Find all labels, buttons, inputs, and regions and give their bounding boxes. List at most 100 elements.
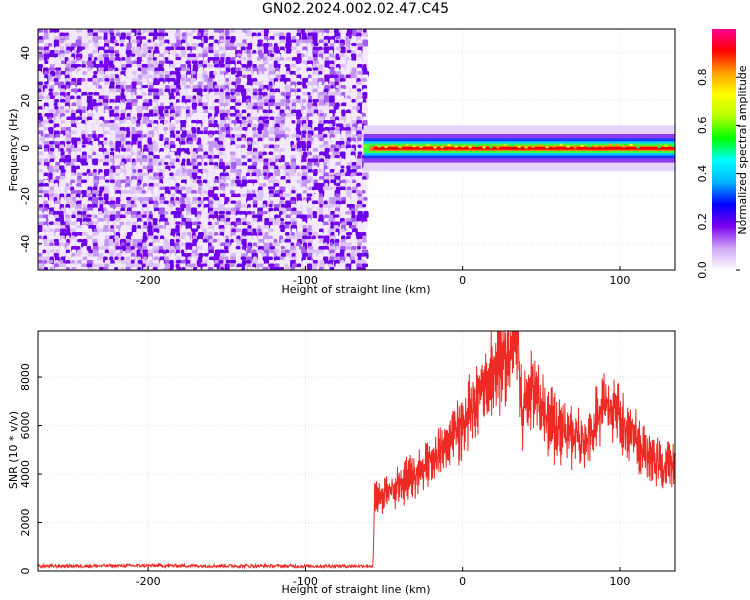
noise-cell: [165, 197, 171, 201]
noise-cell: [93, 95, 100, 100]
noise-cell: [328, 113, 333, 117]
noise-cell: [125, 50, 133, 55]
noise-cell: [159, 197, 166, 201]
noise-cell: [274, 144, 280, 148]
noise-cell: [247, 158, 252, 163]
noise-cell: [147, 232, 154, 237]
noise-cell: [191, 57, 198, 61]
noise-cell: [120, 165, 125, 169]
noise-cell: [87, 137, 92, 142]
noise-cell: [109, 218, 115, 222]
noise-cell: [38, 127, 44, 131]
noise-cell: [110, 263, 116, 268]
noise-cell: [76, 123, 81, 127]
noise-cell: [297, 200, 303, 205]
noise-cell: [153, 235, 159, 240]
noise-cell: [257, 46, 264, 51]
noise-cell: [312, 99, 319, 103]
noise-cell: [82, 197, 88, 201]
noise-cell: [258, 144, 264, 150]
noise-cell: [335, 36, 342, 40]
noise-cell: [131, 32, 135, 37]
noise-cell: [345, 67, 352, 71]
noise-cell: [142, 43, 149, 48]
noise-cell: [356, 172, 363, 176]
noise-cell: [81, 263, 88, 267]
noise-cell: [252, 197, 259, 201]
noise-cell: [203, 200, 209, 204]
noise-cell: [169, 204, 174, 208]
noise-cell: [335, 200, 341, 205]
noise-cell: [235, 176, 240, 180]
noise-cell: [121, 67, 128, 71]
noise-cell: [93, 221, 100, 225]
noise-cell: [323, 267, 329, 270]
noise-cell: [159, 267, 165, 270]
noise-cell: [258, 36, 265, 40]
noise-cell: [335, 120, 339, 124]
noise-cell: [307, 176, 313, 181]
noise-cell: [109, 242, 114, 247]
noise-cell: [164, 123, 170, 128]
noise-cell: [53, 239, 59, 243]
noise-cell: [132, 95, 137, 99]
noise-cell: [323, 225, 329, 230]
noise-cell: [357, 239, 364, 244]
noise-cell: [208, 50, 214, 54]
noise-cell: [170, 193, 177, 197]
noise-cell: [230, 267, 236, 270]
noise-cell: [114, 123, 119, 128]
noise-cell: [103, 253, 110, 257]
noise-cell: [207, 200, 214, 205]
colorbar-ticks: 0.0 0.2 0.4 0.6 0.8: [696, 68, 740, 279]
noise-cell: [59, 88, 66, 92]
noise-cell: [340, 141, 345, 145]
noise-cell: [93, 165, 101, 170]
noise-cell: [44, 246, 51, 251]
noise-cell: [43, 99, 48, 104]
noise-cell: [152, 260, 159, 264]
noise-cell: [231, 235, 237, 239]
band-speckle: [433, 146, 437, 149]
noise-cell: [230, 39, 235, 44]
noise-cell: [220, 120, 225, 124]
noise-cell: [198, 116, 203, 121]
noise-cell: [53, 29, 60, 34]
noise-cell: [98, 183, 103, 187]
noise-cell: [71, 232, 79, 237]
noise-cell: [247, 53, 252, 58]
noise-cell: [76, 95, 81, 100]
noise-cell: [235, 88, 240, 92]
noise-cell: [175, 183, 180, 187]
noise-cell: [252, 109, 257, 113]
band-speckle: [468, 146, 472, 149]
noise-cell: [48, 169, 54, 173]
noise-cell: [115, 204, 122, 208]
noise-cell: [357, 144, 362, 148]
noise-cell: [334, 239, 340, 244]
noise-cell: [115, 260, 119, 264]
noise-cell: [93, 92, 100, 97]
noise-cell: [235, 74, 240, 78]
noise-cell: [268, 46, 274, 51]
noise-cell: [147, 127, 152, 132]
noise-cell: [269, 88, 275, 94]
noise-cell: [125, 64, 132, 68]
noise-cell: [295, 43, 300, 47]
noise-cell: [263, 172, 268, 176]
noise-cell: [92, 256, 99, 261]
noise-cell: [197, 221, 202, 225]
noise-cell: [71, 102, 77, 107]
noise-cell: [76, 127, 83, 131]
noise-cell: [147, 218, 151, 222]
noise-cell: [301, 232, 308, 237]
noise-cell: [187, 53, 192, 59]
noise-cell: [169, 256, 176, 262]
noise-cell: [136, 50, 141, 54]
noise-cell: [147, 39, 152, 43]
noise-cell: [235, 102, 242, 106]
noise-cell: [152, 158, 159, 163]
noise-cell: [169, 39, 175, 43]
noise-cell: [339, 123, 344, 128]
